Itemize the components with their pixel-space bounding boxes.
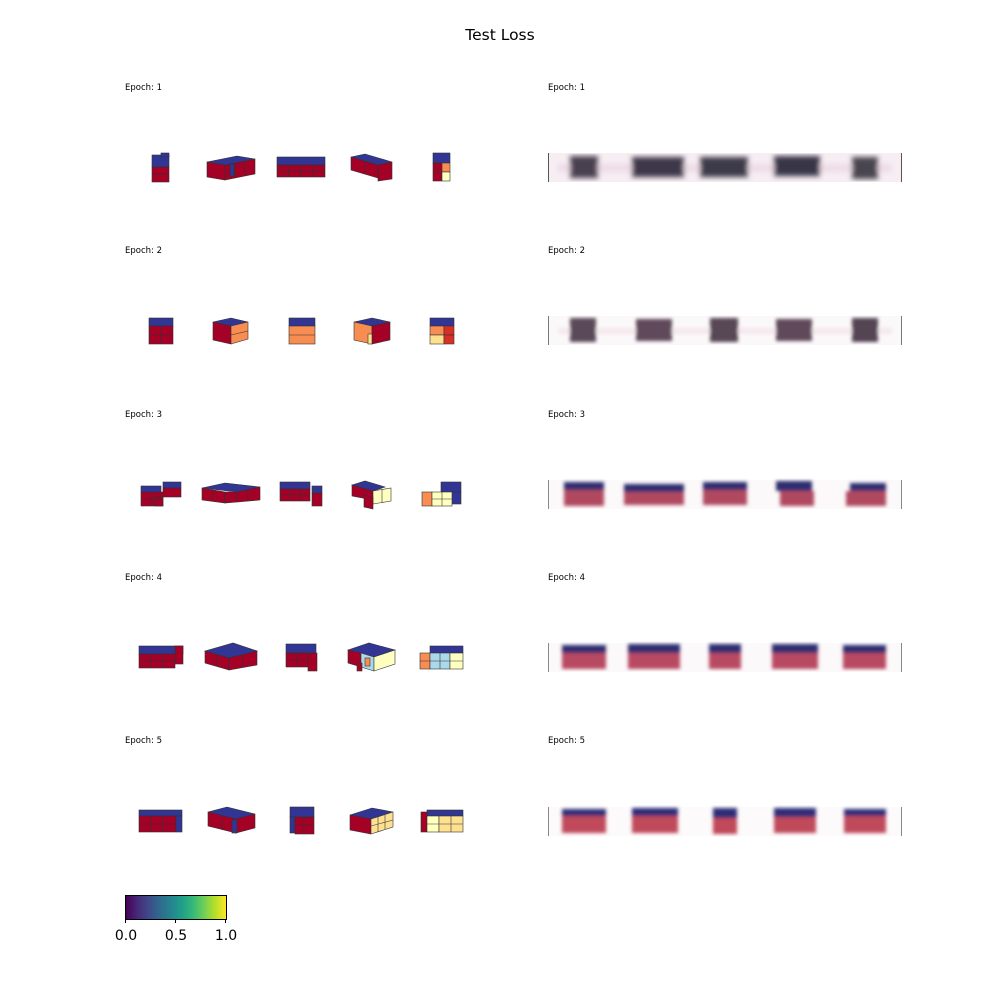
reconstruction-blob xyxy=(852,157,878,179)
right-epoch-label-4: Epoch: 4 xyxy=(548,573,586,583)
voxel-strip-epoch-2 xyxy=(148,317,455,345)
reconstruction-blob xyxy=(843,645,886,669)
colorbar-gradient xyxy=(125,895,227,920)
left-epoch-label-3: Epoch: 3 xyxy=(125,410,163,420)
voxel-object xyxy=(421,481,462,507)
reconstruction-blob xyxy=(632,157,684,177)
reconstruction-blob xyxy=(564,482,604,506)
reconstruction-strip-epoch-2 xyxy=(548,316,902,345)
voxel-object xyxy=(201,482,261,504)
voxel-strip-epoch-4 xyxy=(138,642,464,672)
left-epoch-label-5: Epoch: 5 xyxy=(125,736,163,746)
voxel-object xyxy=(349,807,394,835)
colorbar-tick xyxy=(175,919,176,923)
voxel-object xyxy=(429,317,455,345)
voxel-object xyxy=(140,481,182,507)
voxel-object xyxy=(203,642,259,671)
voxel-strip-epoch-3 xyxy=(140,480,462,510)
reconstruction-strip-epoch-3 xyxy=(548,480,902,509)
reconstruction-blob xyxy=(636,319,672,341)
left-epoch-label-1: Epoch: 1 xyxy=(125,83,163,93)
voxel-object xyxy=(350,480,392,510)
voxel-object xyxy=(276,156,326,178)
reconstruction-blob xyxy=(774,808,816,833)
voxel-object xyxy=(432,152,451,182)
voxel-object xyxy=(346,642,397,672)
colorbar xyxy=(125,895,227,923)
reconstruction-blob xyxy=(772,644,818,669)
voxel-strip-epoch-5 xyxy=(138,806,464,835)
voxel-strip-epoch-1 xyxy=(151,152,451,183)
right-epoch-label-1: Epoch: 1 xyxy=(548,83,586,93)
reconstruction-blob xyxy=(776,481,814,506)
reconstruction-blob xyxy=(713,808,737,834)
reconstruction-blob xyxy=(562,645,606,669)
reconstruction-strip-epoch-5 xyxy=(548,807,902,836)
figure-title: Test Loss xyxy=(465,26,535,44)
voxel-object xyxy=(419,645,464,670)
voxel-object xyxy=(279,481,323,507)
reconstruction-blob xyxy=(844,809,886,833)
reconstruction-strip-epoch-4 xyxy=(548,643,902,672)
reconstruction-blob xyxy=(562,809,606,833)
reconstruction-strip-epoch-1 xyxy=(548,153,902,182)
right-epoch-label-5: Epoch: 5 xyxy=(548,736,586,746)
voxel-object xyxy=(207,806,256,834)
reconstruction-blob xyxy=(700,157,748,177)
voxel-object xyxy=(288,317,316,345)
right-epoch-label-2: Epoch: 2 xyxy=(548,246,586,256)
colorbar-tick xyxy=(225,919,226,923)
reconstruction-blob xyxy=(846,483,886,506)
left-epoch-label-2: Epoch: 2 xyxy=(125,246,163,256)
reconstruction-blob xyxy=(710,318,738,342)
reconstruction-blob xyxy=(852,318,878,342)
voxel-object xyxy=(212,317,249,345)
voxel-object xyxy=(353,317,391,345)
voxel-object xyxy=(206,155,256,181)
reconstruction-blob xyxy=(774,156,820,176)
reconstruction-blob xyxy=(632,808,678,833)
voxel-object xyxy=(138,645,184,669)
reconstruction-blob xyxy=(624,484,684,505)
reconstruction-blob xyxy=(709,644,741,669)
reconstruction-blob xyxy=(628,644,680,669)
colorbar-tick-label: 0.5 xyxy=(164,928,188,944)
voxel-object xyxy=(285,643,318,672)
voxel-object xyxy=(420,809,464,833)
reconstruction-blob xyxy=(776,319,812,341)
voxel-object xyxy=(350,153,393,182)
colorbar-tick-label: 0.0 xyxy=(114,928,138,944)
reconstruction-blob xyxy=(570,318,596,342)
reconstruction-blob xyxy=(703,482,747,505)
left-epoch-label-4: Epoch: 4 xyxy=(125,573,163,583)
right-epoch-label-3: Epoch: 3 xyxy=(548,410,586,420)
colorbar-tick xyxy=(125,919,126,923)
voxel-object xyxy=(289,806,315,835)
voxel-object xyxy=(151,152,170,183)
voxel-object xyxy=(148,317,174,345)
voxel-object xyxy=(138,809,183,833)
reconstruction-blob xyxy=(570,156,598,178)
colorbar-tick-label: 1.0 xyxy=(214,928,238,944)
